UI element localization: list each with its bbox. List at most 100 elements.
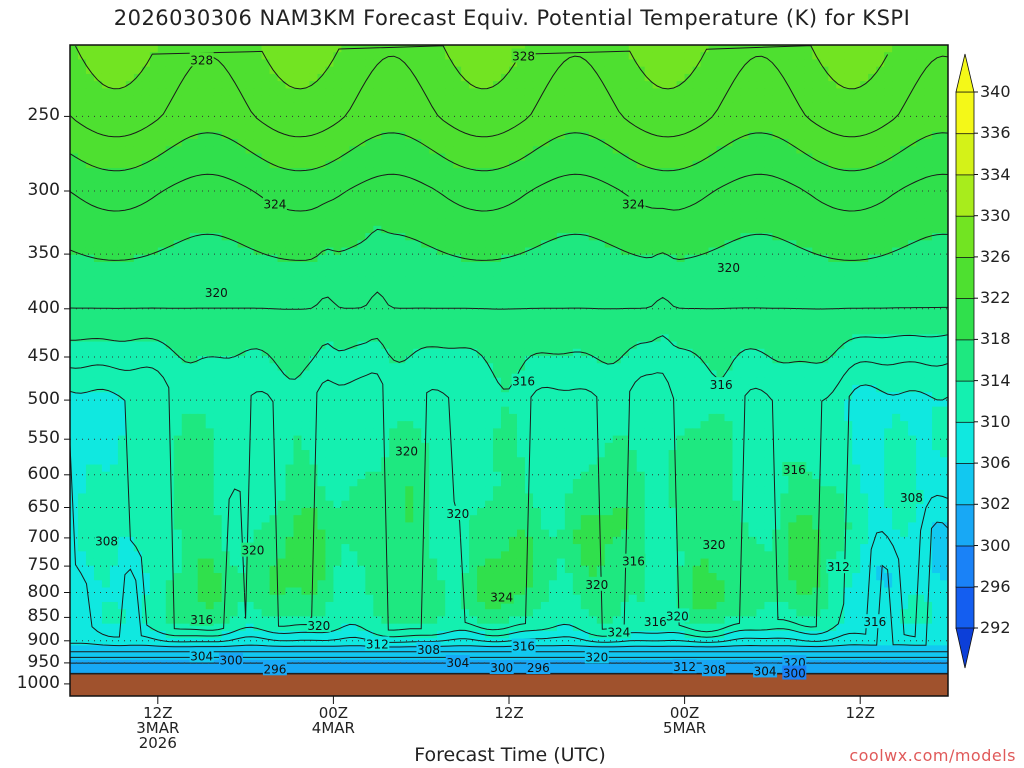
theta-e-cell [509,117,518,126]
theta-e-cell [93,52,103,61]
theta-e-cell [572,262,582,270]
theta-e-cell [684,327,694,335]
theta-e-cell [117,269,127,278]
theta-e-cell [133,81,143,89]
theta-e-cell [788,153,797,162]
theta-e-cell [684,283,694,292]
theta-e-cell [740,167,750,176]
theta-e-cell [285,153,295,162]
theta-e-cell [221,211,231,220]
theta-e-cell [548,327,558,335]
theta-e-cell [261,102,271,111]
theta-e-cell [780,348,789,357]
theta-e-cell [485,175,494,184]
theta-e-cell [644,167,654,176]
theta-e-cell [493,95,502,104]
theta-e-cell [229,276,239,285]
theta-e-cell [636,283,646,292]
theta-e-cell [373,327,382,335]
theta-e-cell [325,160,334,169]
theta-e-cell [205,160,215,169]
theta-e-cell [932,160,941,169]
theta-e-cell [485,167,494,176]
theta-e-cell [884,211,893,220]
theta-e-cell [269,341,279,350]
theta-e-cell [93,327,103,335]
theta-e-cell [309,290,319,299]
theta-e-cell [748,233,758,241]
theta-e-cell [620,182,630,191]
theta-e-cell [884,131,893,140]
theta-e-cell [580,131,590,140]
theta-e-cell [860,88,869,97]
theta-e-cell [117,363,127,372]
theta-e-cell [197,102,207,111]
theta-e-cell [588,139,598,147]
theta-e-cell [285,189,295,198]
theta-e-cell [261,370,271,379]
theta-e-cell [253,363,263,372]
theta-e-cell [229,45,239,53]
theta-e-cell [524,269,534,278]
theta-e-cell [700,160,710,169]
theta-e-cell [141,52,151,61]
theta-e-cell [277,247,287,256]
theta-e-cell [796,356,805,364]
theta-e-cell [652,88,662,97]
theta-e-cell [748,312,758,321]
theta-e-cell [804,175,813,184]
theta-e-cell [293,225,303,234]
theta-e-cell [309,160,319,169]
theta-e-cell [708,262,718,270]
theta-e-cell [341,204,350,212]
theta-e-cell [101,312,111,321]
theta-e-cell [828,290,837,299]
theta-e-cell [429,283,438,292]
theta-e-cell [317,305,327,314]
theta-e-cell [588,312,598,321]
theta-e-cell [740,204,750,212]
theta-e-cell [668,305,678,314]
theta-e-cell [820,334,829,343]
theta-e-cell [580,247,590,256]
theta-e-cell [101,269,111,278]
theta-e-cell [564,233,574,241]
theta-e-cell [820,45,829,53]
theta-e-cell [644,312,654,321]
theta-e-cell [604,66,614,75]
theta-e-cell [924,175,933,184]
theta-e-cell [916,146,925,155]
theta-e-cell [588,52,598,61]
theta-e-cell [77,305,87,314]
theta-e-cell [149,370,159,379]
theta-e-cell [397,363,406,372]
theta-e-cell [516,175,526,184]
theta-e-cell [620,153,630,162]
theta-e-cell [389,254,398,263]
theta-e-cell [93,319,103,328]
theta-e-cell [485,153,494,162]
theta-e-cell [485,276,494,285]
theta-e-cell [461,66,470,75]
theta-e-cell [692,131,702,140]
theta-e-cell [405,175,414,184]
theta-e-cell [205,182,215,191]
theta-e-cell [596,110,606,118]
theta-e-cell [445,81,454,89]
theta-e-cell [125,305,135,314]
theta-e-cell [788,225,797,234]
theta-e-cell [117,110,127,118]
theta-e-cell [740,102,750,111]
theta-e-cell [189,160,199,169]
theta-e-cell [197,233,207,241]
theta-e-cell [125,269,135,278]
theta-e-cell [684,146,694,155]
theta-e-cell [812,204,821,212]
theta-e-cell [109,370,119,379]
theta-e-cell [676,356,686,364]
theta-e-cell [285,81,295,89]
theta-e-cell [620,110,630,118]
theta-e-cell [133,182,143,191]
theta-e-cell [924,66,933,75]
theta-e-cell [668,240,678,249]
